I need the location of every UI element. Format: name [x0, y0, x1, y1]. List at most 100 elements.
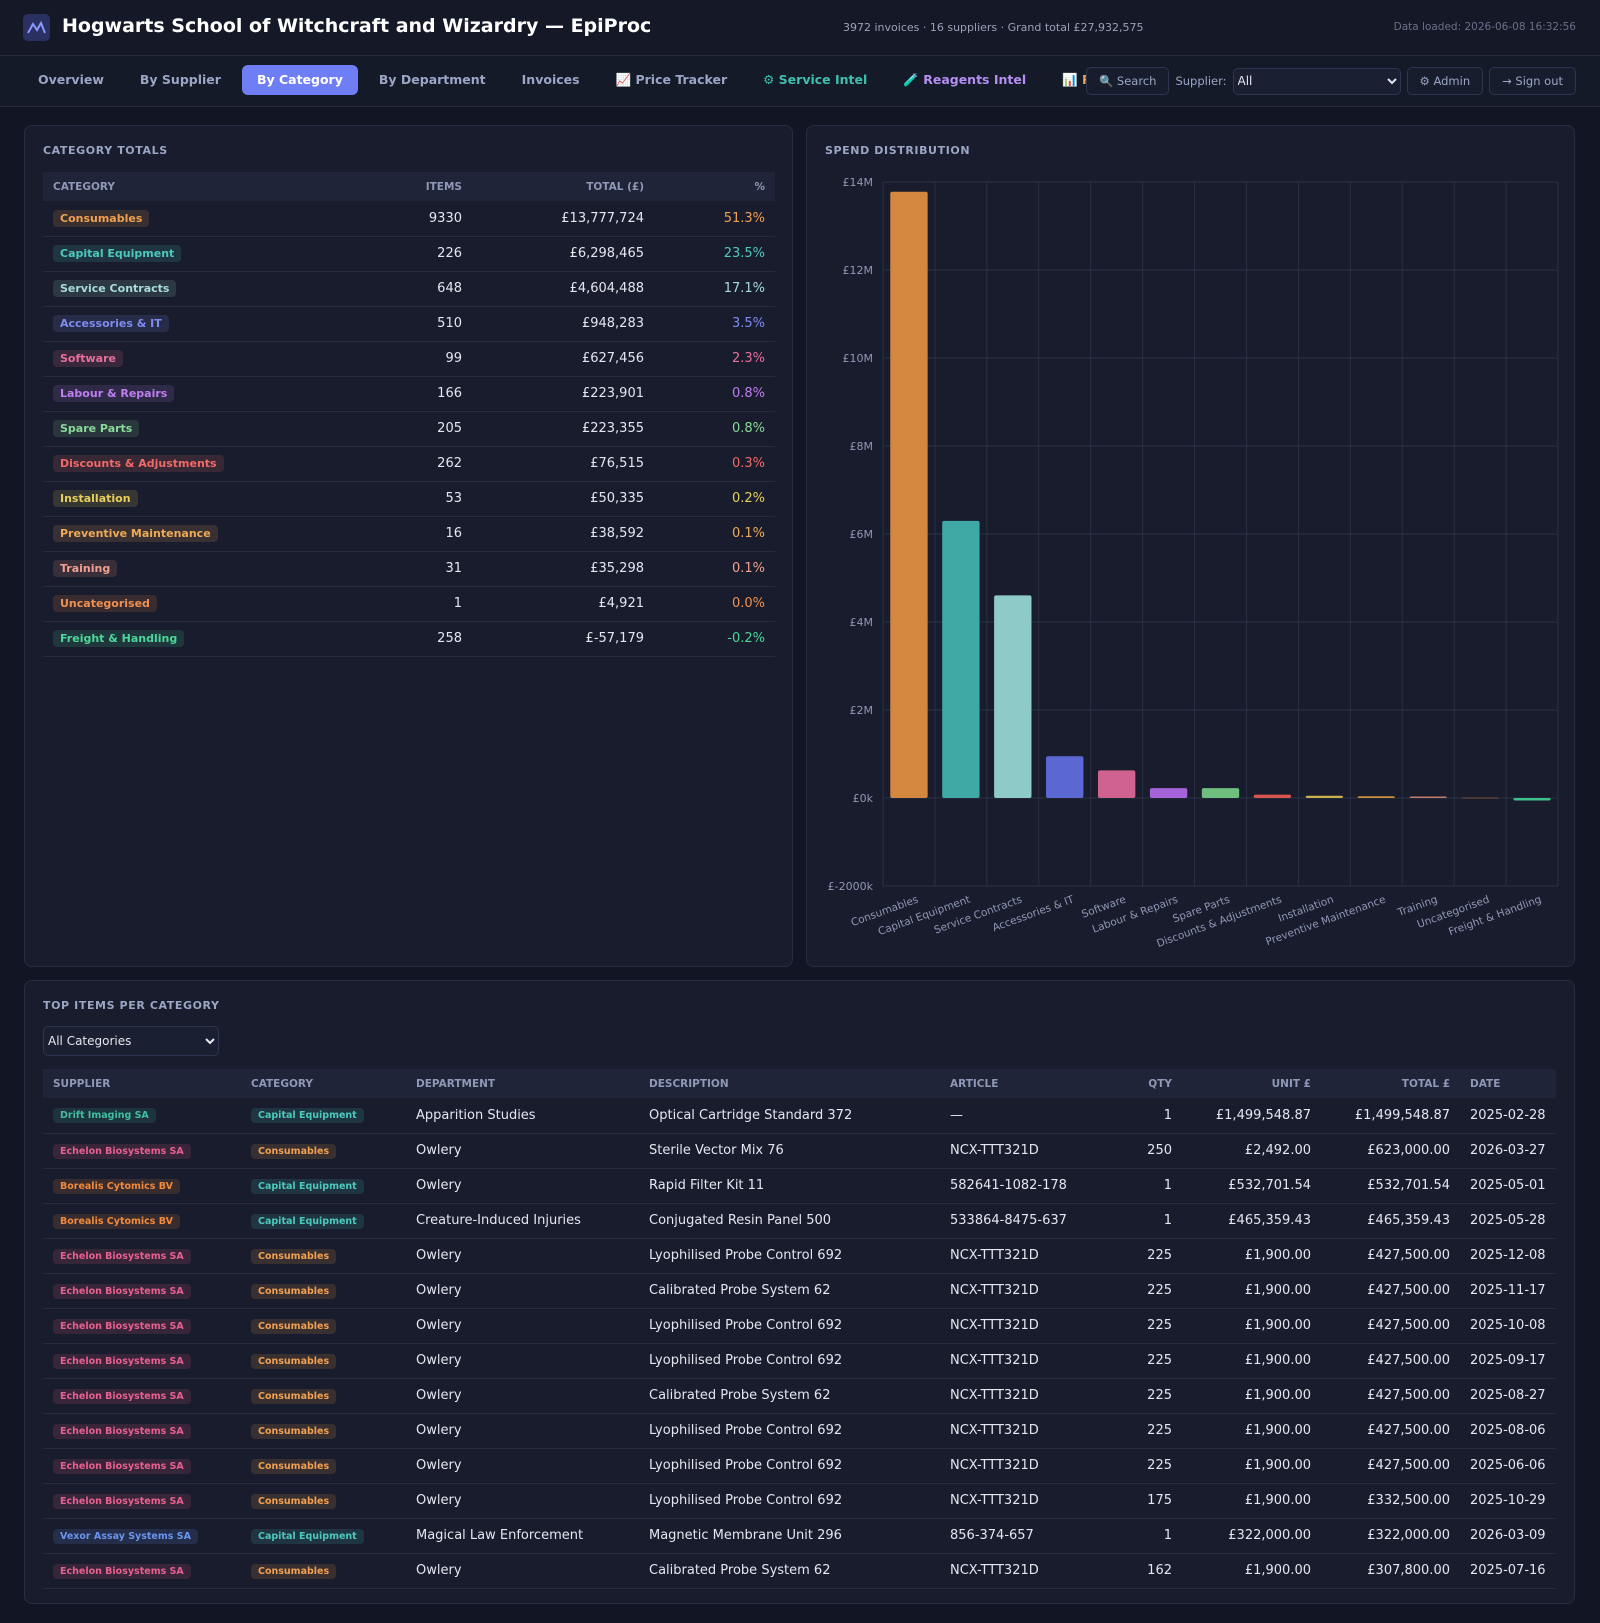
nav-tab[interactable]: Overview	[38, 72, 104, 87]
category-filter[interactable]: All Categories	[43, 1026, 219, 1056]
category-cell: Labour & Repairs	[43, 376, 363, 412]
total-cell: £223,901	[472, 376, 654, 412]
item-cell: £1,900.00	[1182, 1378, 1321, 1414]
item-cell: Echelon Biosystems SA	[43, 1413, 241, 1449]
column-header: DESCRIPTION	[639, 1069, 940, 1098]
admin-button[interactable]: ⚙ Admin	[1406, 67, 1484, 95]
item-cell: £427,500.00	[1321, 1378, 1460, 1414]
nav-tab[interactable]: 🧪 Reagents Intel	[903, 72, 1027, 87]
column-header: %	[654, 172, 775, 201]
nav-tools: 🔍 Search Supplier: All ⚙ Admin → Sign ou…	[1085, 67, 1576, 95]
item-cell: Calibrated Probe System 62	[639, 1553, 940, 1589]
item-cell: NCX-TTT321D	[940, 1273, 1090, 1309]
item-cell: £1,900.00	[1182, 1413, 1321, 1449]
item-cell: Apparition Studies	[406, 1098, 639, 1134]
search-label: Search	[1116, 74, 1157, 88]
category-row: Labour & Repairs 166 £223,901 0.8%	[43, 376, 775, 412]
badge: Echelon Biosystems SA	[53, 1458, 191, 1474]
nav-tab[interactable]: Invoices	[521, 72, 580, 87]
item-cell: £322,000.00	[1182, 1518, 1321, 1554]
item-cell: Owlery	[406, 1273, 639, 1309]
category-cell: Training	[43, 551, 363, 587]
search-button[interactable]: 🔍 Search	[1085, 67, 1170, 95]
badge: Capital Equipment	[251, 1528, 364, 1544]
item-cell: Consumables	[241, 1308, 406, 1344]
item-row: Echelon Biosystems SA Consumables Owlery Ca…	[43, 1273, 1556, 1309]
item-cell: Magical Law Enforcement	[406, 1518, 639, 1554]
category-row: Training 31 £35,298 0.1%	[43, 551, 775, 587]
item-cell: Consumables	[241, 1413, 406, 1449]
items-cell: 1	[363, 586, 472, 622]
bar	[1409, 796, 1447, 798]
supplier-select[interactable]: All	[1232, 67, 1401, 95]
item-cell: £1,900.00	[1182, 1343, 1321, 1379]
item-cell: 856-374-657	[940, 1518, 1090, 1554]
item-cell: Owlery	[406, 1483, 639, 1519]
badge: Consumables	[251, 1143, 337, 1159]
badge: Echelon Biosystems SA	[53, 1248, 191, 1264]
item-cell: Owlery	[406, 1553, 639, 1589]
items-cell: 166	[363, 376, 472, 412]
items-cell: 226	[363, 236, 472, 272]
y-tick-label: £6M	[850, 528, 874, 541]
nav-tab[interactable]: By Supplier	[139, 72, 221, 87]
total-cell: £948,283	[472, 306, 654, 342]
badge: Installation	[53, 490, 138, 507]
nav-tab[interactable]: ⚙ Service Intel	[763, 72, 868, 87]
items-cell: 205	[363, 411, 472, 447]
item-cell: Owlery	[406, 1238, 639, 1274]
category-row: Uncategorised 1 £4,921 0.0%	[43, 586, 775, 622]
bar	[994, 595, 1032, 798]
top-items-table: SUPPLIER CATEGORY DEPARTMENT DESCRIPTION ART…	[43, 1069, 1556, 1589]
badge: Capital Equipment	[251, 1178, 364, 1194]
y-tick-label: £4M	[850, 616, 874, 629]
items-cell: 31	[363, 551, 472, 587]
badge: Capital Equipment	[251, 1213, 364, 1229]
total-cell: £627,456	[472, 341, 654, 377]
item-cell: Echelon Biosystems SA	[43, 1273, 241, 1309]
item-cell: NCX-TTT321D	[940, 1238, 1090, 1274]
pct-cell: 0.2%	[654, 481, 775, 517]
category-cell: Consumables	[43, 201, 363, 237]
category-cell: Capital Equipment	[43, 236, 363, 272]
item-cell: Lyophilised Probe Control 692	[639, 1413, 940, 1449]
item-cell: NCX-TTT321D	[940, 1413, 1090, 1449]
item-cell: Consumables	[241, 1483, 406, 1519]
top-items-panel: TOP ITEMS PER CATEGORY All Categories SU…	[24, 980, 1575, 1604]
item-cell: 1	[1090, 1203, 1182, 1239]
nav-tab[interactable]: By Department	[378, 72, 486, 87]
chart-panel: SPEND DISTRIBUTION £-2000k £0k £2M £4M £6M £8…	[806, 125, 1575, 967]
column-header: TOTAL (£)	[472, 172, 654, 201]
item-cell: 2025-06-06	[1460, 1448, 1556, 1484]
item-cell: £1,499,548.87	[1182, 1098, 1321, 1134]
category-panel: CATEGORY TOTALS CATEGORY ITEMS TOTAL (£)% C…	[24, 125, 793, 967]
total-cell: £35,298	[472, 551, 654, 587]
item-cell: £465,359.43	[1321, 1203, 1460, 1239]
pct-cell: 0.1%	[654, 516, 775, 552]
column-header: DEPARTMENT	[406, 1069, 639, 1098]
item-cell: Consumables	[241, 1343, 406, 1379]
badge: Consumables	[251, 1458, 337, 1474]
logo	[23, 14, 50, 41]
item-cell: 162	[1090, 1553, 1182, 1589]
column-header: UNIT £	[1182, 1069, 1321, 1098]
signout-button[interactable]: → Sign out	[1489, 67, 1576, 95]
nav-tab[interactable]: 📈 Price Tracker	[615, 72, 728, 87]
supplier-label: Supplier:	[1175, 74, 1227, 88]
y-tick-label: £2M	[850, 704, 874, 717]
category-row: Capital Equipment 226 £6,298,465 23.5%	[43, 236, 775, 272]
item-cell: Echelon Biosystems SA	[43, 1553, 241, 1589]
item-cell: £427,500.00	[1321, 1343, 1460, 1379]
item-row: Echelon Biosystems SA Consumables Owlery Ca…	[43, 1553, 1556, 1589]
item-cell: Consumables	[241, 1553, 406, 1589]
item-cell: Lyophilised Probe Control 692	[639, 1238, 940, 1274]
nav-tab[interactable]: By Category	[241, 65, 358, 95]
item-cell: £427,500.00	[1321, 1238, 1460, 1274]
item-cell: Consumables	[241, 1378, 406, 1414]
item-cell: £1,900.00	[1182, 1308, 1321, 1344]
badge: Consumables	[53, 209, 150, 227]
item-cell: Echelon Biosystems SA	[43, 1133, 241, 1169]
column-header: SUPPLIER	[43, 1069, 241, 1098]
item-cell: Owlery	[406, 1413, 639, 1449]
item-cell: NCX-TTT321D	[940, 1483, 1090, 1519]
